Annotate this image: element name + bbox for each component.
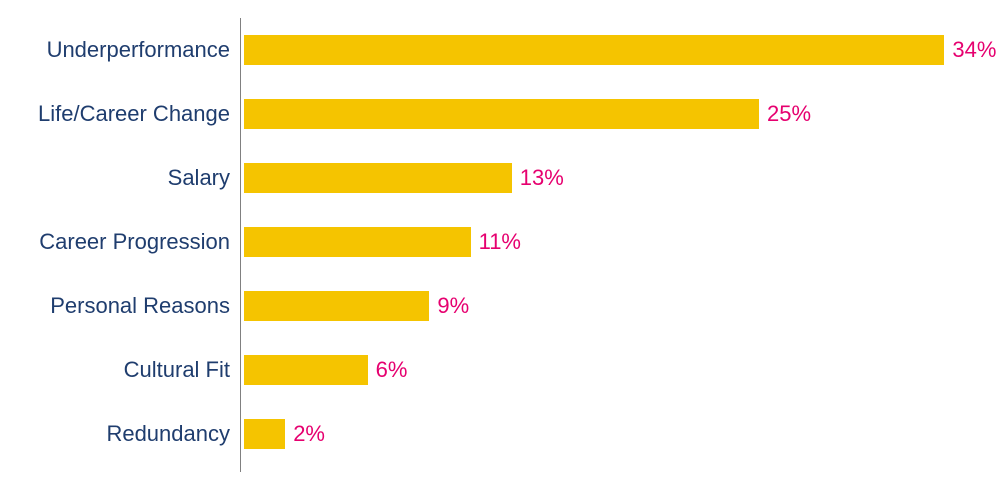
category-label: Life/Career Change [0, 101, 230, 127]
category-label: Personal Reasons [0, 293, 230, 319]
value-label: 6% [376, 357, 408, 383]
bar-chart: Underperformance 34% Life/Career Change … [0, 0, 1001, 501]
category-label: Salary [0, 165, 230, 191]
value-label: 11% [479, 229, 521, 255]
bar [244, 99, 759, 129]
value-label: 34% [952, 37, 996, 63]
value-label: 9% [437, 293, 469, 319]
bar [244, 35, 944, 65]
bar [244, 355, 368, 385]
value-label: 25% [767, 101, 811, 127]
category-label: Cultural Fit [0, 357, 230, 383]
bar-row: Career Progression 11% [0, 227, 1001, 257]
bar [244, 419, 285, 449]
value-label: 2% [293, 421, 325, 447]
category-label: Underperformance [0, 37, 230, 63]
bar-row: Cultural Fit 6% [0, 355, 1001, 385]
bar [244, 227, 471, 257]
bar [244, 291, 429, 321]
category-label: Redundancy [0, 421, 230, 447]
bar-row: Redundancy 2% [0, 419, 1001, 449]
bar [244, 163, 512, 193]
category-label: Career Progression [0, 229, 230, 255]
bar-row: Life/Career Change 25% [0, 99, 1001, 129]
value-label: 13% [520, 165, 564, 191]
bar-row: Personal Reasons 9% [0, 291, 1001, 321]
bar-row: Salary 13% [0, 163, 1001, 193]
bar-row: Underperformance 34% [0, 35, 1001, 65]
